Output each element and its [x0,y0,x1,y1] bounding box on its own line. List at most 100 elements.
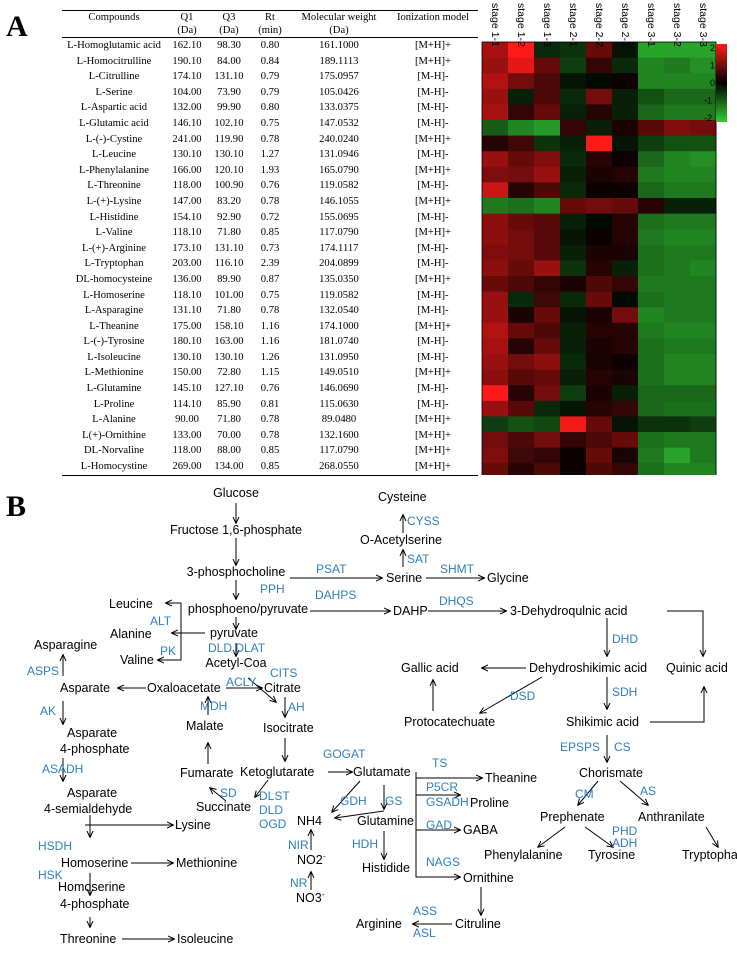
heatmap-cell [560,463,587,475]
table-row: L-Alanine 90.00 71.80 0.78 89.0480 [M+H]+ [62,412,478,428]
cell-molecular-weight: 115.0630 [319,398,359,410]
cell-q3: 158.10 [214,320,244,332]
cell-q3: 127.10 [214,383,244,395]
heatmap-cell [586,73,613,90]
cell-q1: 150.00 [172,367,202,379]
cell-ionization: [M-H]- [417,336,449,348]
table-row: L-Tryptophan 203.00 116.10 2.39 204.0899 [M-H… [62,256,478,272]
cell-compound: L-Homocitrulline [76,55,152,67]
node-no2: NO2 [297,853,323,867]
cell-ionization: [M+H]+ [414,195,452,207]
heatmap-cell [612,307,639,324]
subheader-ionization-model [388,24,478,38]
enzyme-nir: NIR [288,838,309,852]
heatmap-cell [534,229,561,246]
cell-q3: 131.10 [214,242,244,254]
node-fumarate: Fumarate [180,766,234,780]
cell-ionization: [M-H]- [417,180,449,192]
heatmap-stage-label: stage 2-1 [567,3,579,47]
heatmap-cell [612,135,639,152]
node-asparate-4-semialdehyde-a: Asparate [67,786,117,800]
heatmap-cell [664,57,691,74]
heatmap-cell [586,120,613,137]
cell-compound: L-Isoleucine [87,351,141,363]
heatmap-cell [560,369,587,386]
cell-molecular-weight: 146.1055 [319,195,359,207]
heatmap-cell [638,447,665,464]
heatmap: stage 1-1 stage 1-2 stage 1-3 stage 2-1 stag… [481,3,727,475]
cell-q1: 269.00 [166,459,208,476]
heatmap-cell [612,213,639,230]
cell-compound: DL-Norvaline [83,445,144,457]
enzyme-mdh: MDH [200,699,227,713]
cell-molecular-weight: 147.0532 [319,117,359,129]
cell-molecular-weight: 155.0695 [319,211,359,223]
enzyme-cs: CS [614,740,631,754]
heatmap-cell [664,338,691,355]
heatmap-cell [508,244,535,261]
cell-rt: 0.81 [260,398,280,410]
heatmap-cell [690,447,717,464]
heatmap-cell [560,354,587,371]
cell-rt: 0.78 [260,414,280,426]
heatmap-cell [612,385,639,402]
cell-molecular-weight: 146.0690 [319,383,359,395]
heatmap-cell [638,151,665,168]
cell-q1: 104.00 [172,86,202,98]
heatmap-cell [482,135,509,152]
cell-rt: 0.75 [260,117,280,129]
heatmap-cell [638,463,665,475]
cell-compound: L-Aspartic acid [80,102,148,114]
enzyme-p5cr: P5CR [426,780,458,794]
heatmap-cell [508,42,535,59]
cell-q1: 118.00 [172,180,202,192]
heatmap-cell [586,385,613,402]
cell-ionization: [M+H]+ [414,445,452,457]
enzyme-hsk: HSK [38,868,63,882]
cell-q1: 190.10 [172,55,202,67]
heatmap-cell [586,42,613,59]
cell-ionization: [M-H]- [417,149,449,161]
heatmap-cell [638,244,665,261]
node-citruline: Citruline [455,917,501,931]
cell-rt: 2.39 [260,258,280,270]
heatmap-cell [690,88,717,105]
heatmap-cell [534,291,561,308]
heatmap-cell [508,416,535,433]
node-chorismate: Chorismate [579,766,643,780]
heatmap-cell [664,400,691,417]
cell-molecular-weight: 132.1600 [319,429,359,441]
heatmap-cell [664,229,691,246]
table-row: L-Glutamic acid 146.10 102.10 0.75 147.0532 [… [62,116,478,132]
header-q3: Q3 [208,10,250,25]
heatmap-cell [482,260,509,277]
heatmap-cell [690,182,717,199]
heatmap-cell [482,229,509,246]
heatmap-cell [508,182,535,199]
cell-q1: 241.00 [172,133,202,145]
enzyme-adh: ADH [612,836,637,850]
cell-q1: 136.00 [172,273,202,285]
cell-q1: 162.10 [172,40,202,51]
heatmap-cell [638,338,665,355]
colorbar-tick-label: -1 [704,96,712,106]
heatmap-cell [664,166,691,183]
heatmap-cell [508,276,535,293]
heatmap-cell [638,135,665,152]
heatmap-cell [586,213,613,230]
heatmap-cell [612,73,639,90]
node-theanine: Theanine [485,771,537,785]
node-nh4: NH4 [297,814,322,828]
heatmap-cell [508,57,535,74]
cell-rt: 1.93 [260,164,280,176]
pathway-nodes: Glucose Fructose 1,6-phosphate 3-phospho… [34,486,737,946]
colorbar-tick-label: 2 [710,43,715,53]
cell-molecular-weight: 204.0899 [319,258,359,270]
enzyme-gs: GS [385,794,402,808]
cell-molecular-weight: 149.0510 [319,367,359,379]
node-protocatechuate: Protocatechuate [404,715,495,729]
cell-compound: L-Citrulline [88,71,140,83]
cell-molecular-weight: 174.1117 [319,242,359,254]
heatmap-stage-label: stage 3-3 [697,3,709,47]
table-row: DL-homocysteine 136.00 89.90 0.87 135.0350 [M… [62,272,478,288]
